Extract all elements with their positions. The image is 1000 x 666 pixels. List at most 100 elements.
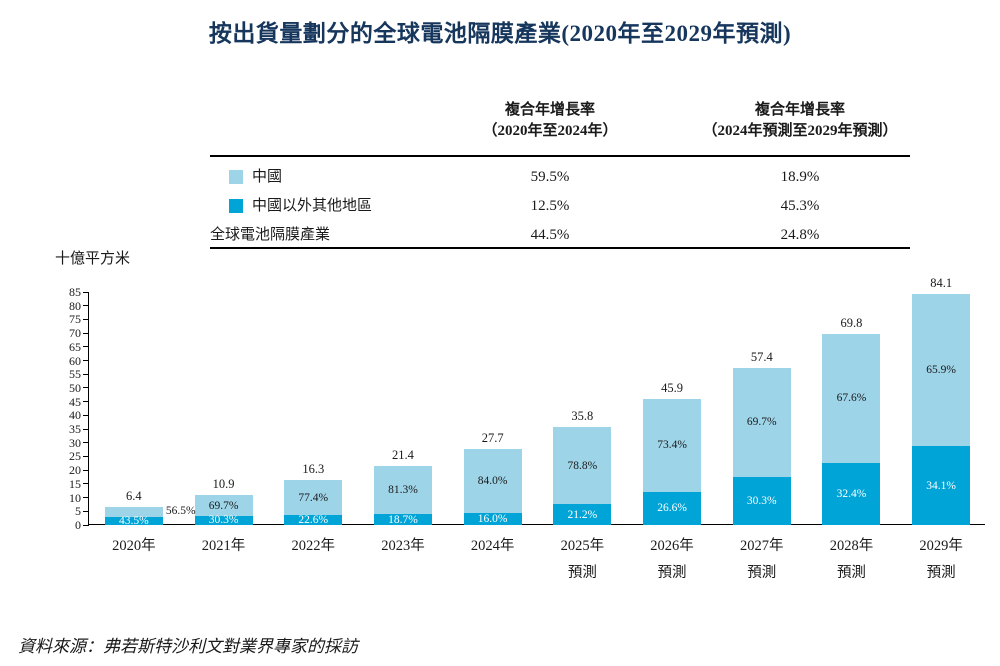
x-axis-sublabel: 預測 xyxy=(657,565,687,581)
y-axis-tick-label: 35 xyxy=(69,422,81,437)
table-rule-top xyxy=(210,155,910,157)
bar-segment-china: 69.7% xyxy=(732,367,791,478)
cagr-value-others-2: 45.3% xyxy=(780,198,820,214)
y-axis-tick-mark xyxy=(83,291,89,293)
legend-label-others: 中國以外其他地區 xyxy=(252,198,373,214)
y-axis-tick-label: 75 xyxy=(69,312,81,327)
x-axis-label: 2026年 xyxy=(650,538,694,554)
bar-total-label: 10.9 xyxy=(212,477,235,492)
y-axis-tick-label: 15 xyxy=(69,476,81,491)
bar-segment-others: 34.1% xyxy=(912,446,971,525)
x-axis-label: 2023年 xyxy=(381,538,425,554)
y-axis-tick-mark xyxy=(83,305,89,307)
legend-row-china: 中國 59.5% 18.9% xyxy=(0,167,1000,188)
chart-title: 按出貨量劃分的全球電池隔膜產業(2020年至2029年預測) xyxy=(208,21,792,46)
bar-segment-china: 65.9% xyxy=(912,294,971,447)
bar-segment-china xyxy=(104,507,163,518)
cagr-col1-header: 複合年增長率 （2020年至2024年） xyxy=(430,100,670,142)
y-axis-tick-mark xyxy=(83,360,89,362)
y-axis-tick-mark xyxy=(83,387,89,389)
y-axis-tick-label: 20 xyxy=(69,463,81,478)
plot-area: 0 5 10 15 20 25 30 35 40 45 50 55 60 65 70 75 80 85 43.5% 5… xyxy=(69,276,985,581)
bar-total-label: 16.3 xyxy=(302,462,325,477)
cagr-col2-header: 複合年增長率 （2024年預測至2029年預測） xyxy=(655,100,945,142)
legend-swatch-others xyxy=(229,199,243,213)
x-axis-label: 2024年 xyxy=(470,538,515,554)
bar-segment-others: 30.3% xyxy=(194,514,253,526)
total-row-label: 全球電池隔膜產業 xyxy=(210,227,331,243)
bar-segment-others: 21.2% xyxy=(553,504,612,525)
cagr-col2-header-line1: 複合年增長率 xyxy=(754,102,845,118)
y-axis-tick-label: 65 xyxy=(69,339,81,354)
y-axis-tick-label: 40 xyxy=(69,408,81,423)
y-axis-tick-mark xyxy=(83,401,89,403)
y-axis-tick-label: 5 xyxy=(75,504,81,519)
bar-total-label: 84.1 xyxy=(930,276,953,291)
y-axis-tick-label: 70 xyxy=(69,326,81,341)
bar-segment-others: 16.0% xyxy=(463,512,522,525)
y-axis-tick-label: 80 xyxy=(69,298,81,313)
bar-segment-china: 69.7% xyxy=(194,495,253,516)
cagr-value-china-1: 59.5% xyxy=(530,169,570,185)
x-axis-sublabel: 預測 xyxy=(567,565,597,581)
bar-total-label: 27.7 xyxy=(481,431,504,446)
source-note: 資料來源：弗若斯特沙利文對業界專家的採訪 xyxy=(18,637,358,656)
total-row: 全球電池隔膜產業 44.5% 24.8% xyxy=(0,225,1000,246)
y-axis-tick-mark xyxy=(83,524,89,526)
bar-total-label: 35.8 xyxy=(571,408,594,423)
legend-row-others: 中國以外其他地區 12.5% 45.3% xyxy=(0,196,1000,217)
x-axis-label: 2022年 xyxy=(291,538,335,554)
cagr-col1-header-line2: （2020年至2024年） xyxy=(482,123,618,139)
y-axis-tick-mark xyxy=(83,346,89,348)
y-axis-tick-mark xyxy=(83,442,89,444)
legend-label-china: 中國 xyxy=(252,169,283,185)
y-axis-tick-label: 50 xyxy=(69,380,81,395)
x-axis-sublabel: 預測 xyxy=(926,565,956,581)
y-axis-tick-mark xyxy=(83,428,89,430)
bar-segment-others: 30.3% xyxy=(732,477,791,525)
y-axis-tick-label: 60 xyxy=(69,353,81,368)
bar-segment-others: 26.6% xyxy=(643,491,702,525)
bar-total-label: 57.4 xyxy=(750,349,773,364)
y-axis-tick-mark xyxy=(83,510,89,512)
y-axis-tick-label: 30 xyxy=(69,435,81,450)
cagr-value-others-1: 12.5% xyxy=(530,198,570,214)
bar-segment-china: 78.8% xyxy=(553,426,612,505)
bar-segment-others: 22.6% xyxy=(284,514,343,526)
y-axis-tick-mark xyxy=(83,483,89,485)
bar-segment-china: 81.3% xyxy=(373,466,432,515)
bar-segment-others: 32.4% xyxy=(822,463,881,525)
x-axis-label: 2020年 xyxy=(112,538,156,554)
y-axis-unit-label: 十億平方米 xyxy=(55,251,131,267)
bar-segment-china: 67.6% xyxy=(822,333,881,463)
y-axis-tick-mark xyxy=(83,373,89,375)
bar-segment-china-outside-label: 56.5% xyxy=(165,505,196,518)
y-axis-tick-label: 0 xyxy=(75,518,81,532)
y-axis-tick-mark xyxy=(83,455,89,457)
table-rule-bottom xyxy=(210,247,910,249)
cagr-value-total-1: 44.5% xyxy=(530,227,570,243)
cagr-col2-header-line2: （2024年預測至2029年預測） xyxy=(702,123,898,139)
bar-total-label: 6.4 xyxy=(126,489,142,504)
legend-swatch-china xyxy=(229,170,243,184)
y-axis-tick-label: 25 xyxy=(69,449,81,464)
bar-segment-others: 43.5% xyxy=(104,515,163,527)
x-axis-label: 2025年 xyxy=(560,538,605,554)
x-axis-label: 2029年 xyxy=(919,538,963,554)
y-axis-tick-mark xyxy=(83,318,89,320)
bar-segment-others: 18.7% xyxy=(373,514,432,525)
y-axis-tick-mark xyxy=(83,414,89,416)
cagr-value-total-2: 24.8% xyxy=(780,227,820,243)
bar-total-label: 69.8 xyxy=(840,315,863,330)
x-axis-sublabel: 預測 xyxy=(747,565,777,581)
y-axis-tick-mark xyxy=(83,497,89,499)
y-axis-tick-label: 45 xyxy=(69,394,81,409)
bar-segment-china: 77.4% xyxy=(284,480,343,515)
bar-total-label: 21.4 xyxy=(392,448,414,463)
x-axis-label: 2028年 xyxy=(829,538,874,554)
bar-total-label: 45.9 xyxy=(661,381,683,396)
cagr-value-china-2: 18.9% xyxy=(780,169,820,185)
y-axis-tick-label: 55 xyxy=(69,367,81,382)
cagr-col1-header-line1: 複合年增長率 xyxy=(504,102,595,118)
